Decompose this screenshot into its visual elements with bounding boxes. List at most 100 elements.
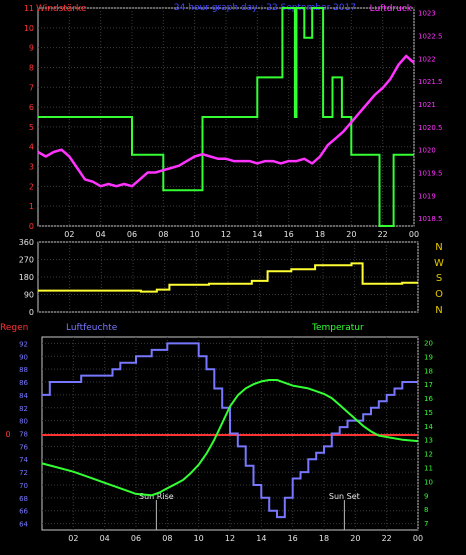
humidity-temperature-panel: 6466687072747678808284868890927891011121… (0, 323, 433, 543)
compass-label: O (435, 289, 443, 300)
humidity-tick-label: 70 (19, 482, 28, 490)
wind-speed-tick-label: 9 (29, 44, 34, 53)
p1-x-tick-label: 20 (346, 230, 356, 239)
p3-x-tick-label: 22 (382, 534, 392, 543)
p1-x-tick-label: 22 (378, 230, 388, 239)
p1-x-tick-label: 12 (221, 230, 231, 239)
humidity-tick-label: 90 (19, 353, 28, 361)
pressure-tick-label: 1023 (418, 10, 436, 18)
p1-x-tick-label: 08 (158, 230, 168, 239)
temperature-series-line (41, 379, 419, 497)
chart-title: 24 hour graph day : 22 September 2017 (174, 3, 356, 13)
temperature-tick-label: 19 (424, 353, 433, 361)
compass-label: N (435, 305, 442, 316)
pressure-tick-label: 1021.5 (418, 78, 443, 86)
p3-x-tick-label: 08 (162, 534, 172, 543)
pressure-series-line (37, 54, 415, 188)
direction-tick-label: 180 (19, 273, 34, 282)
temperature-tick-label: 16 (424, 395, 433, 403)
humidity-tick-label: 72 (19, 469, 28, 477)
compass-label: N (435, 242, 442, 253)
temperature-tick-label: 7 (424, 520, 428, 528)
pressure-tick-label: 1021 (418, 101, 436, 109)
p1-x-tick-label: 00 (409, 230, 419, 239)
pressure-tick-label: 1022.5 (418, 32, 443, 40)
wind-speed-series-line (38, 7, 414, 227)
direction-tick-label: 90 (24, 291, 34, 300)
wind-pressure-panel: 012345678910111018.510191019.510201020.5… (24, 3, 443, 239)
p3-x-tick-label: 02 (68, 534, 78, 543)
temperature-tick-label: 11 (424, 465, 433, 473)
sunset-annotation: Sun Set (329, 492, 360, 501)
humidity-tick-label: 86 (19, 379, 28, 387)
p1-x-tick-label: 04 (96, 230, 106, 239)
direction-tick-label: 0 (29, 308, 34, 317)
temperature-tick-label: 12 (424, 451, 433, 459)
wind-speed-axis-label: Windstärke (36, 4, 87, 14)
compass-label: W (434, 258, 444, 269)
wind-speed-tick-label: 7 (29, 83, 34, 92)
humidity-series-line (42, 342, 418, 519)
wind-speed-tick-label: 6 (29, 103, 34, 112)
humidity-tick-label: 68 (19, 495, 28, 503)
p3-x-tick-label: 00 (413, 534, 423, 543)
temperature-tick-label: 15 (424, 409, 433, 417)
pressure-tick-label: 1019.5 (418, 170, 443, 178)
pressure-tick-label: 1019 (418, 192, 436, 200)
wind-speed-tick-label: 0 (29, 222, 34, 231)
wind-speed-tick-label: 8 (29, 63, 34, 72)
wind-direction-series-line (38, 262, 418, 293)
temperature-tick-label: 18 (424, 367, 433, 375)
temperature-tick-label: 9 (424, 492, 428, 500)
direction-tick-label: 270 (19, 256, 34, 265)
p1-x-tick-label: 10 (190, 230, 200, 239)
wind-speed-tick-label: 1 (29, 202, 34, 211)
rain-axis-label: Regen (0, 323, 28, 333)
temperature-tick-label: 10 (424, 478, 433, 486)
p1-x-tick-label: 06 (127, 230, 137, 239)
humidity-tick-label: 88 (19, 366, 28, 374)
p3-x-tick-label: 16 (288, 534, 298, 543)
sunrise-annotation: Sun Rise (139, 492, 174, 501)
humidity-tick-label: 64 (19, 521, 28, 529)
rain-tick-label: 0 (5, 430, 10, 439)
wind-speed-tick-label: 5 (29, 123, 34, 132)
p1-x-tick-label: 14 (252, 230, 262, 239)
humidity-tick-label: 66 (19, 508, 28, 516)
direction-tick-label: 360 (19, 238, 34, 247)
pressure-tick-label: 1022 (418, 55, 436, 63)
humidity-tick-label: 82 (19, 405, 28, 413)
temperature-tick-label: 8 (424, 506, 428, 514)
wind-speed-tick-label: 11 (24, 4, 34, 13)
compass-label: S (436, 273, 442, 284)
pressure-tick-label: 1020.5 (418, 124, 443, 132)
p1-x-tick-label: 18 (315, 230, 325, 239)
temperature-tick-label: 17 (424, 381, 433, 389)
pressure-axis-label: Luftdruck (370, 4, 413, 14)
temperature-tick-label: 20 (424, 340, 433, 348)
humidity-tick-label: 80 (19, 418, 28, 426)
humidity-axis-label: Luftfeuchte (66, 323, 118, 333)
humidity-tick-label: 74 (19, 456, 28, 464)
p1-x-tick-label: 16 (284, 230, 294, 239)
wind-speed-tick-label: 2 (29, 182, 34, 191)
humidity-tick-label: 78 (19, 431, 28, 439)
p1-x-tick-label: 02 (64, 230, 74, 239)
humidity-tick-label: 84 (19, 392, 28, 400)
p3-x-tick-label: 04 (100, 534, 110, 543)
pressure-tick-label: 1020 (418, 147, 436, 155)
temperature-tick-label: 13 (424, 437, 433, 445)
humidity-tick-label: 76 (19, 443, 28, 451)
wind-speed-tick-label: 4 (29, 143, 34, 152)
wind-speed-tick-label: 10 (24, 24, 34, 33)
humidity-tick-label: 92 (19, 340, 28, 348)
p3-x-tick-label: 18 (319, 534, 329, 543)
p3-x-tick-label: 20 (350, 534, 360, 543)
p3-x-tick-label: 10 (194, 534, 204, 543)
p3-x-tick-label: 12 (225, 534, 235, 543)
temperature-tick-label: 14 (424, 423, 433, 431)
temperature-axis-label: Temperatur (311, 323, 364, 333)
pressure-tick-label: 1018.5 (418, 215, 443, 223)
